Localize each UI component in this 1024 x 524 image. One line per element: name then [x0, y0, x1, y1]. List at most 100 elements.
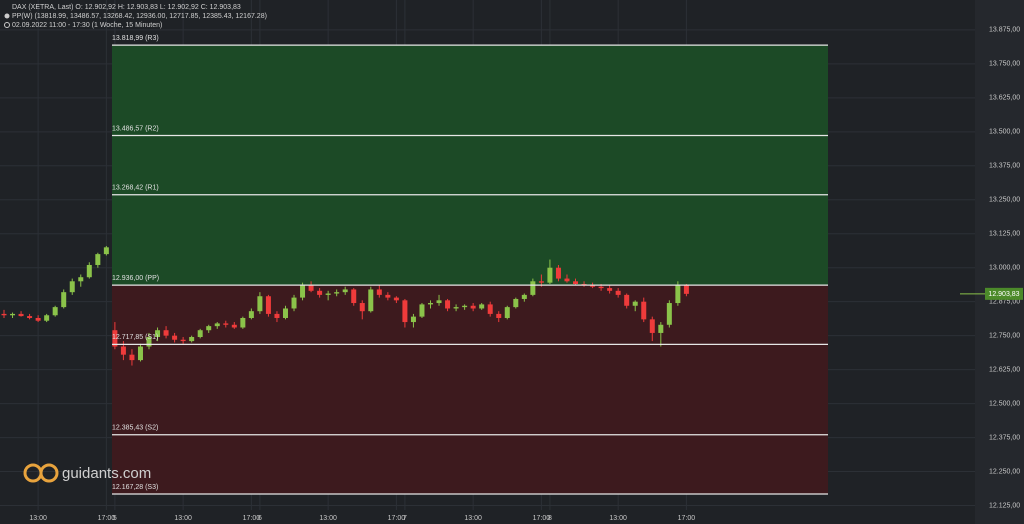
candle-body — [598, 286, 604, 289]
candle-body — [649, 319, 655, 333]
candle-body — [547, 267, 553, 283]
candle-body — [180, 339, 186, 342]
x-tick-label: 13:00 — [174, 515, 192, 522]
candle-body — [163, 330, 169, 336]
candle-body — [197, 330, 203, 338]
y-tick-label: 13.375,00 — [989, 163, 1020, 170]
candle-body — [632, 301, 638, 306]
logo: guidants.com — [23, 463, 151, 483]
pivot-zone-upper — [112, 45, 828, 286]
candle-body — [615, 290, 621, 295]
y-tick-label: 13.875,00 — [989, 27, 1020, 34]
candle-body — [564, 278, 570, 282]
candle-body — [351, 289, 357, 304]
candle-body — [61, 292, 67, 308]
x-tick-label: 13:00 — [464, 515, 482, 522]
candle-body — [214, 323, 220, 327]
candle-body — [530, 281, 536, 295]
x-tick-label: 17:00 — [533, 515, 551, 522]
candle-body — [462, 305, 468, 308]
x-tick-label: 13:00 — [29, 515, 47, 522]
candle-body — [658, 324, 664, 333]
candle-body — [479, 304, 485, 309]
candle-body — [675, 285, 681, 304]
candle-body — [120, 346, 126, 355]
candle-body — [137, 346, 143, 361]
candle-body — [86, 264, 92, 278]
candle-body — [393, 297, 399, 301]
y-tick-label: 12.250,00 — [989, 468, 1020, 475]
y-tick-label: 12.875,00 — [989, 299, 1020, 306]
x-tick-label: 13:00 — [319, 515, 337, 522]
candle-body — [487, 304, 493, 314]
candle-body — [683, 285, 689, 294]
candle-body — [419, 304, 425, 317]
candle-body — [291, 297, 297, 309]
candle-body — [69, 281, 75, 293]
candle-body — [641, 301, 647, 320]
y-tick-label: 13.000,00 — [989, 265, 1020, 272]
candle-body — [334, 292, 340, 294]
candle-body — [513, 298, 519, 308]
x-tick-label: 8 — [548, 515, 552, 522]
y-tick-label: 13.125,00 — [989, 231, 1020, 238]
x-tick-label: 6 — [258, 515, 262, 522]
candle-body — [590, 285, 596, 287]
candle-body — [538, 281, 544, 283]
candle-body — [1, 313, 7, 316]
candle-body — [385, 294, 391, 298]
candle-body — [300, 285, 306, 298]
candle-body — [282, 308, 288, 318]
y-tick-label: 13.625,00 — [989, 95, 1020, 102]
candle-body — [555, 267, 561, 279]
candle-body — [265, 296, 271, 314]
x-tick-label: 17:00 — [243, 515, 261, 522]
header-line: DAX (XETRA, Last) O: 12.902,92 H: 12.903… — [12, 4, 241, 11]
x-tick-label: 17:00 — [98, 515, 116, 522]
candle-body — [504, 307, 510, 318]
candle-body — [308, 285, 314, 291]
pivot-label: 12.385,43 (S2) — [112, 425, 158, 432]
candle-body — [402, 300, 408, 323]
pivot-zone-lower — [112, 285, 828, 495]
price-axis — [975, 0, 1024, 524]
y-tick-label: 12.750,00 — [989, 332, 1020, 339]
pivot-label: 12.167,28 (S3) — [112, 484, 158, 491]
icon — [4, 22, 10, 28]
x-tick-label: 13:00 — [609, 515, 627, 522]
candle-body — [18, 313, 24, 317]
x-tick-label: 17:00 — [678, 515, 696, 522]
candle-body — [666, 303, 672, 325]
y-tick-label: 13.750,00 — [989, 61, 1020, 68]
candle-body — [112, 330, 118, 347]
candle-body — [410, 316, 416, 323]
candle-body — [445, 300, 451, 309]
candle-body — [359, 303, 365, 312]
candle-body — [436, 300, 442, 304]
candle-body — [35, 317, 41, 321]
y-tick-label: 12.500,00 — [989, 400, 1020, 407]
last-price-label: 12.903,83 — [988, 291, 1019, 298]
pivot-label: 13.486,57 (R2) — [112, 125, 159, 132]
candle-body — [129, 354, 135, 361]
last-price-box — [985, 287, 1023, 300]
candle-body — [453, 307, 459, 309]
candle-body — [573, 281, 579, 285]
pivot-label: 12.717,85 (S1) — [112, 334, 158, 341]
y-tick-label: 13.500,00 — [989, 129, 1020, 136]
y-tick-label: 12.375,00 — [989, 434, 1020, 441]
candle-body — [95, 254, 101, 265]
candle-body — [240, 317, 246, 328]
candle-body — [521, 294, 527, 299]
y-tick-label: 12.625,00 — [989, 366, 1020, 373]
candle-body — [27, 316, 33, 318]
candle-body — [44, 315, 50, 321]
candle-body — [103, 247, 109, 255]
y-tick-label: 13.250,00 — [989, 197, 1020, 204]
pivot-label: 12.936,00 (PP) — [112, 275, 159, 282]
candle-body — [189, 337, 195, 342]
candle-body — [231, 324, 237, 328]
candle-body — [10, 313, 16, 316]
